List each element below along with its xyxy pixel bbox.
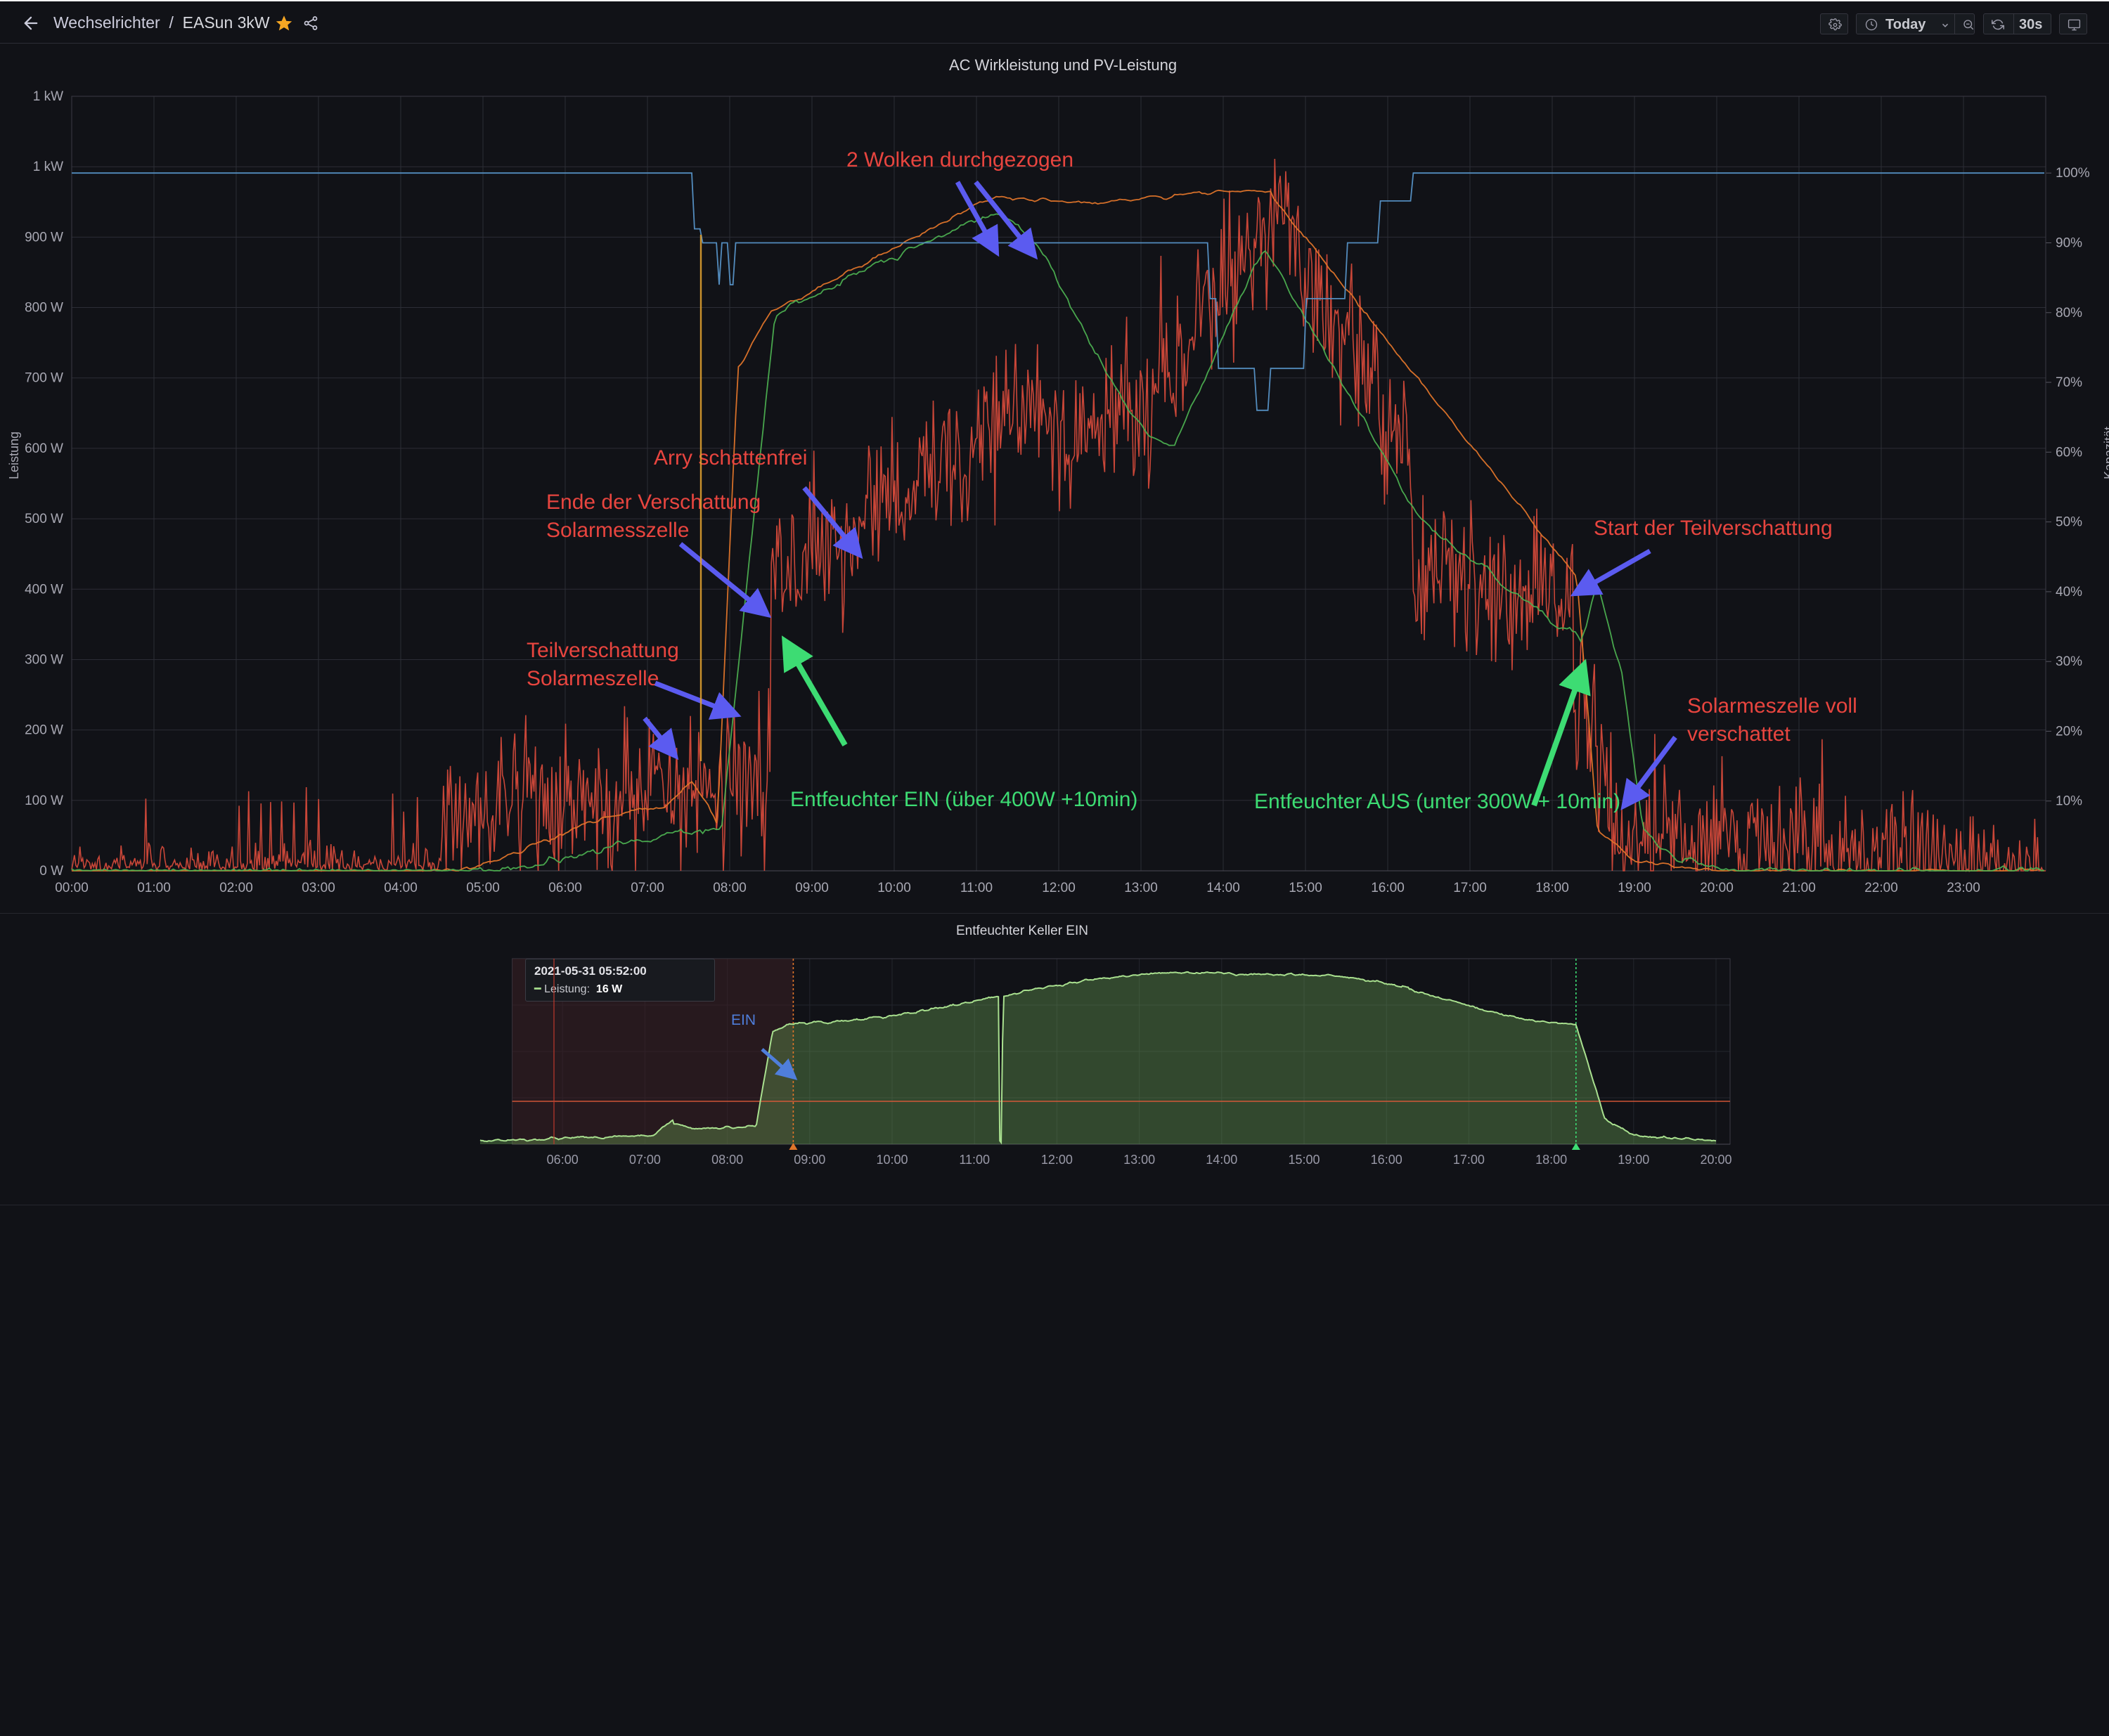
svg-text:verschattet: verschattet bbox=[1687, 723, 1791, 746]
svg-text:Start der Teilverschattung: Start der Teilverschattung bbox=[1594, 517, 1833, 540]
svg-text:Entfeuchter AUS (unter 300W +: Entfeuchter AUS (unter 300W + 10min) bbox=[1254, 790, 1620, 813]
svg-text:Solarmeszelle voll: Solarmeszelle voll bbox=[1687, 694, 1857, 718]
svg-text:Entfeuchter EIN (über 400W +10: Entfeuchter EIN (über 400W +10min) bbox=[790, 788, 1137, 811]
svg-text:Solarmesszelle: Solarmesszelle bbox=[546, 519, 689, 542]
svg-text:Ende der Verschattung: Ende der Verschattung bbox=[546, 491, 761, 514]
svg-text:Arry schattenfrei: Arry schattenfrei bbox=[654, 446, 807, 469]
svg-text:Solarmeszelle: Solarmeszelle bbox=[527, 667, 659, 690]
svg-text:2 Wolken durchgezogen: 2 Wolken durchgezogen bbox=[846, 148, 1073, 171]
svg-text:Teilverschattung: Teilverschattung bbox=[527, 639, 679, 662]
